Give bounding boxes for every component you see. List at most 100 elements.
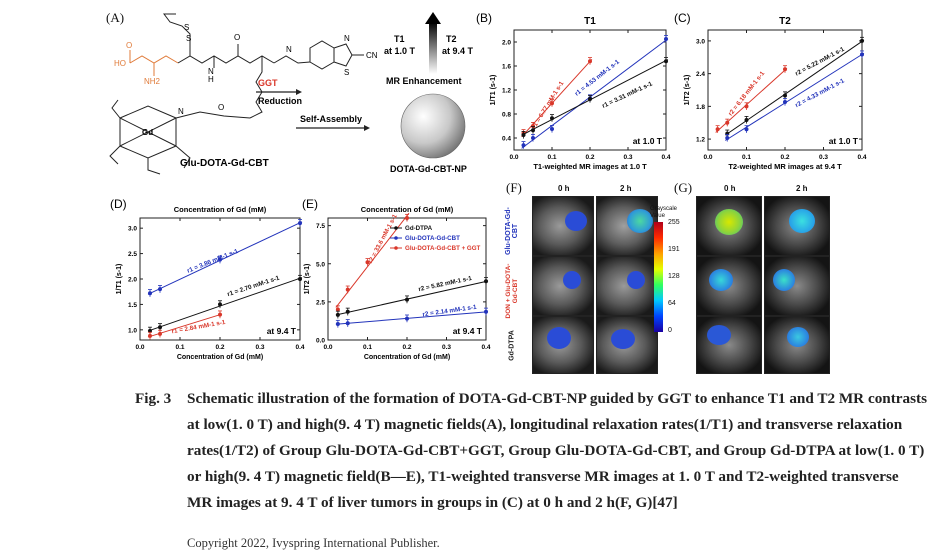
chart-e: (E) Concentration of Gd (mM) 0.0 0.1 0.2 0.3 0… [302,197,491,361]
y-tick-label: 1.5 [128,302,137,309]
x-axis-label: Concentration of Gd (mM) [364,354,450,361]
data-point [860,38,864,43]
y-tick-label: 0.4 [502,136,511,143]
signal-blob [547,327,571,349]
x-tick-label: 0.2 [402,344,411,351]
mri-g-don-2h [764,256,830,316]
colorbar-tick-255: 255 [668,219,680,226]
data-point [725,120,730,125]
signal-blob [707,325,731,345]
panel-e: (E) Concentration of Gd (mM) 0.0 0.1 0.2 0.3 0… [300,196,496,364]
colorbar-tick-191: 191 [668,246,680,253]
peptide-chain [177,55,275,64]
atom-cn: CN [366,51,378,60]
data-point [405,297,409,302]
mri-f-dtpa-2h [596,316,658,374]
panel-g-label: (G) [674,180,693,195]
mri-f-glu-2h [596,196,658,256]
x-tick-label: 0.1 [175,344,184,351]
panel-label: (D) [110,197,127,211]
data-point [744,104,749,109]
chart-b: (B) T1 0.0 0.1 0.2 0.3 0.4 0.4 0.8 1.2 1.6 2.0 T1-we… [476,11,671,171]
fit-line [335,311,489,325]
data-point [531,128,535,133]
mri-g-glu-2h [764,196,830,256]
mri-f-don-2h [596,256,658,316]
atom-n4: N [178,107,184,116]
panel-c: (C) T2 0.0 0.1 0.2 0.3 0.4 1.2 1.8 2.4 3.0 T2-weigh… [668,10,878,182]
y-tick-label: 2.5 [316,299,325,306]
atom-s3: S [344,68,349,77]
atom-o1: O [234,33,240,42]
fit-line [521,38,669,149]
fit-line [521,59,669,136]
mri-g-dtpa-0h [696,316,762,374]
chart-title: Concentration of Gd (mM) [361,205,454,214]
x-tick-label: 0.3 [255,344,264,351]
y-tick-label: 0.0 [316,338,325,345]
x-tick-label: 0.4 [481,344,490,351]
y-tick-label: 1.2 [502,88,511,95]
y-tick-label: 1.6 [502,64,511,71]
colorbar-tick-64: 64 [668,300,676,307]
panel-g: (G) 0 h 2 h [674,178,834,374]
panel-label: (B) [476,11,492,25]
field-strength-note: at 1.0 T [829,136,859,146]
data-point [744,118,749,122]
data-point [521,133,526,137]
data-point [218,257,222,262]
t2-label: T2 [446,34,457,44]
data-point [550,127,554,131]
data-point [550,116,554,121]
panel-f-time-0h: 0 h [558,184,570,193]
data-point [365,260,370,265]
x-tick-label: 0.1 [363,344,372,351]
panel-f-time-2h: 2 h [620,184,632,193]
data-point [345,321,350,326]
data-point [335,312,340,317]
atom-n2: N [286,45,292,54]
step-reduction: Reduction [258,96,302,106]
data-point [664,59,668,64]
mri-g-glu-0h [696,196,762,256]
x-tick-label: 0.1 [547,154,556,161]
atom-o-glu: O [126,41,132,50]
field-strength-note: at 9.4 T [453,326,483,336]
data-point [484,309,488,314]
data-point [588,59,592,64]
data-point [550,101,554,106]
fit-line [725,39,865,136]
x-tick-label: 0.1 [742,154,751,161]
data-point [521,143,526,148]
signal-blob [709,269,733,291]
atom-nh2: NH2 [144,77,161,86]
data-point [783,100,787,104]
nanoparticle-name: DOTA-Gd-CBT-NP [390,164,467,174]
signal-blob [715,209,743,235]
x-tick-label: 0.3 [442,344,451,351]
panel-f-label: (F) [506,180,522,195]
x-tick-label: 0.2 [780,154,789,161]
data-point [531,136,535,140]
legend-marker [394,236,398,240]
series-2: r1 = 3.31 mM-1 s-1 [521,57,669,139]
slope-annotation: r2 = 33.6 mM-1 s-1 [367,213,399,265]
series-2: r2 = 2.14 mM-1 s-1 [335,304,489,328]
y-axis-label: 1/T1 (s-1) [490,75,497,106]
atom-n1: N [208,67,214,76]
data-point [588,97,592,101]
signal-blob [627,209,653,233]
signal-blob [563,271,581,289]
y-axis-label: 1/T2 (s-1) [304,264,311,295]
y-axis-label: 1/T2 (s-1) [684,75,691,106]
series-1: r1 = 4.53 mM-1 s-1 [521,34,669,149]
signal-blob [627,271,645,289]
y-tick-label: 2.0 [128,277,137,284]
panel-b: (B) T1 0.0 0.1 0.2 0.3 0.4 0.4 0.8 1.2 1.6 2.0 T1-we… [470,10,680,182]
y-tick-label: 2.0 [502,40,511,47]
data-point [783,93,787,98]
atom-gd: Gd [142,128,153,137]
row-label-don: DON + Glu-DOTA-Gd-CBT [505,263,519,319]
data-point [715,127,720,132]
slope-annotation: r2 = 2.14 mM-1 s-1 [422,304,477,319]
